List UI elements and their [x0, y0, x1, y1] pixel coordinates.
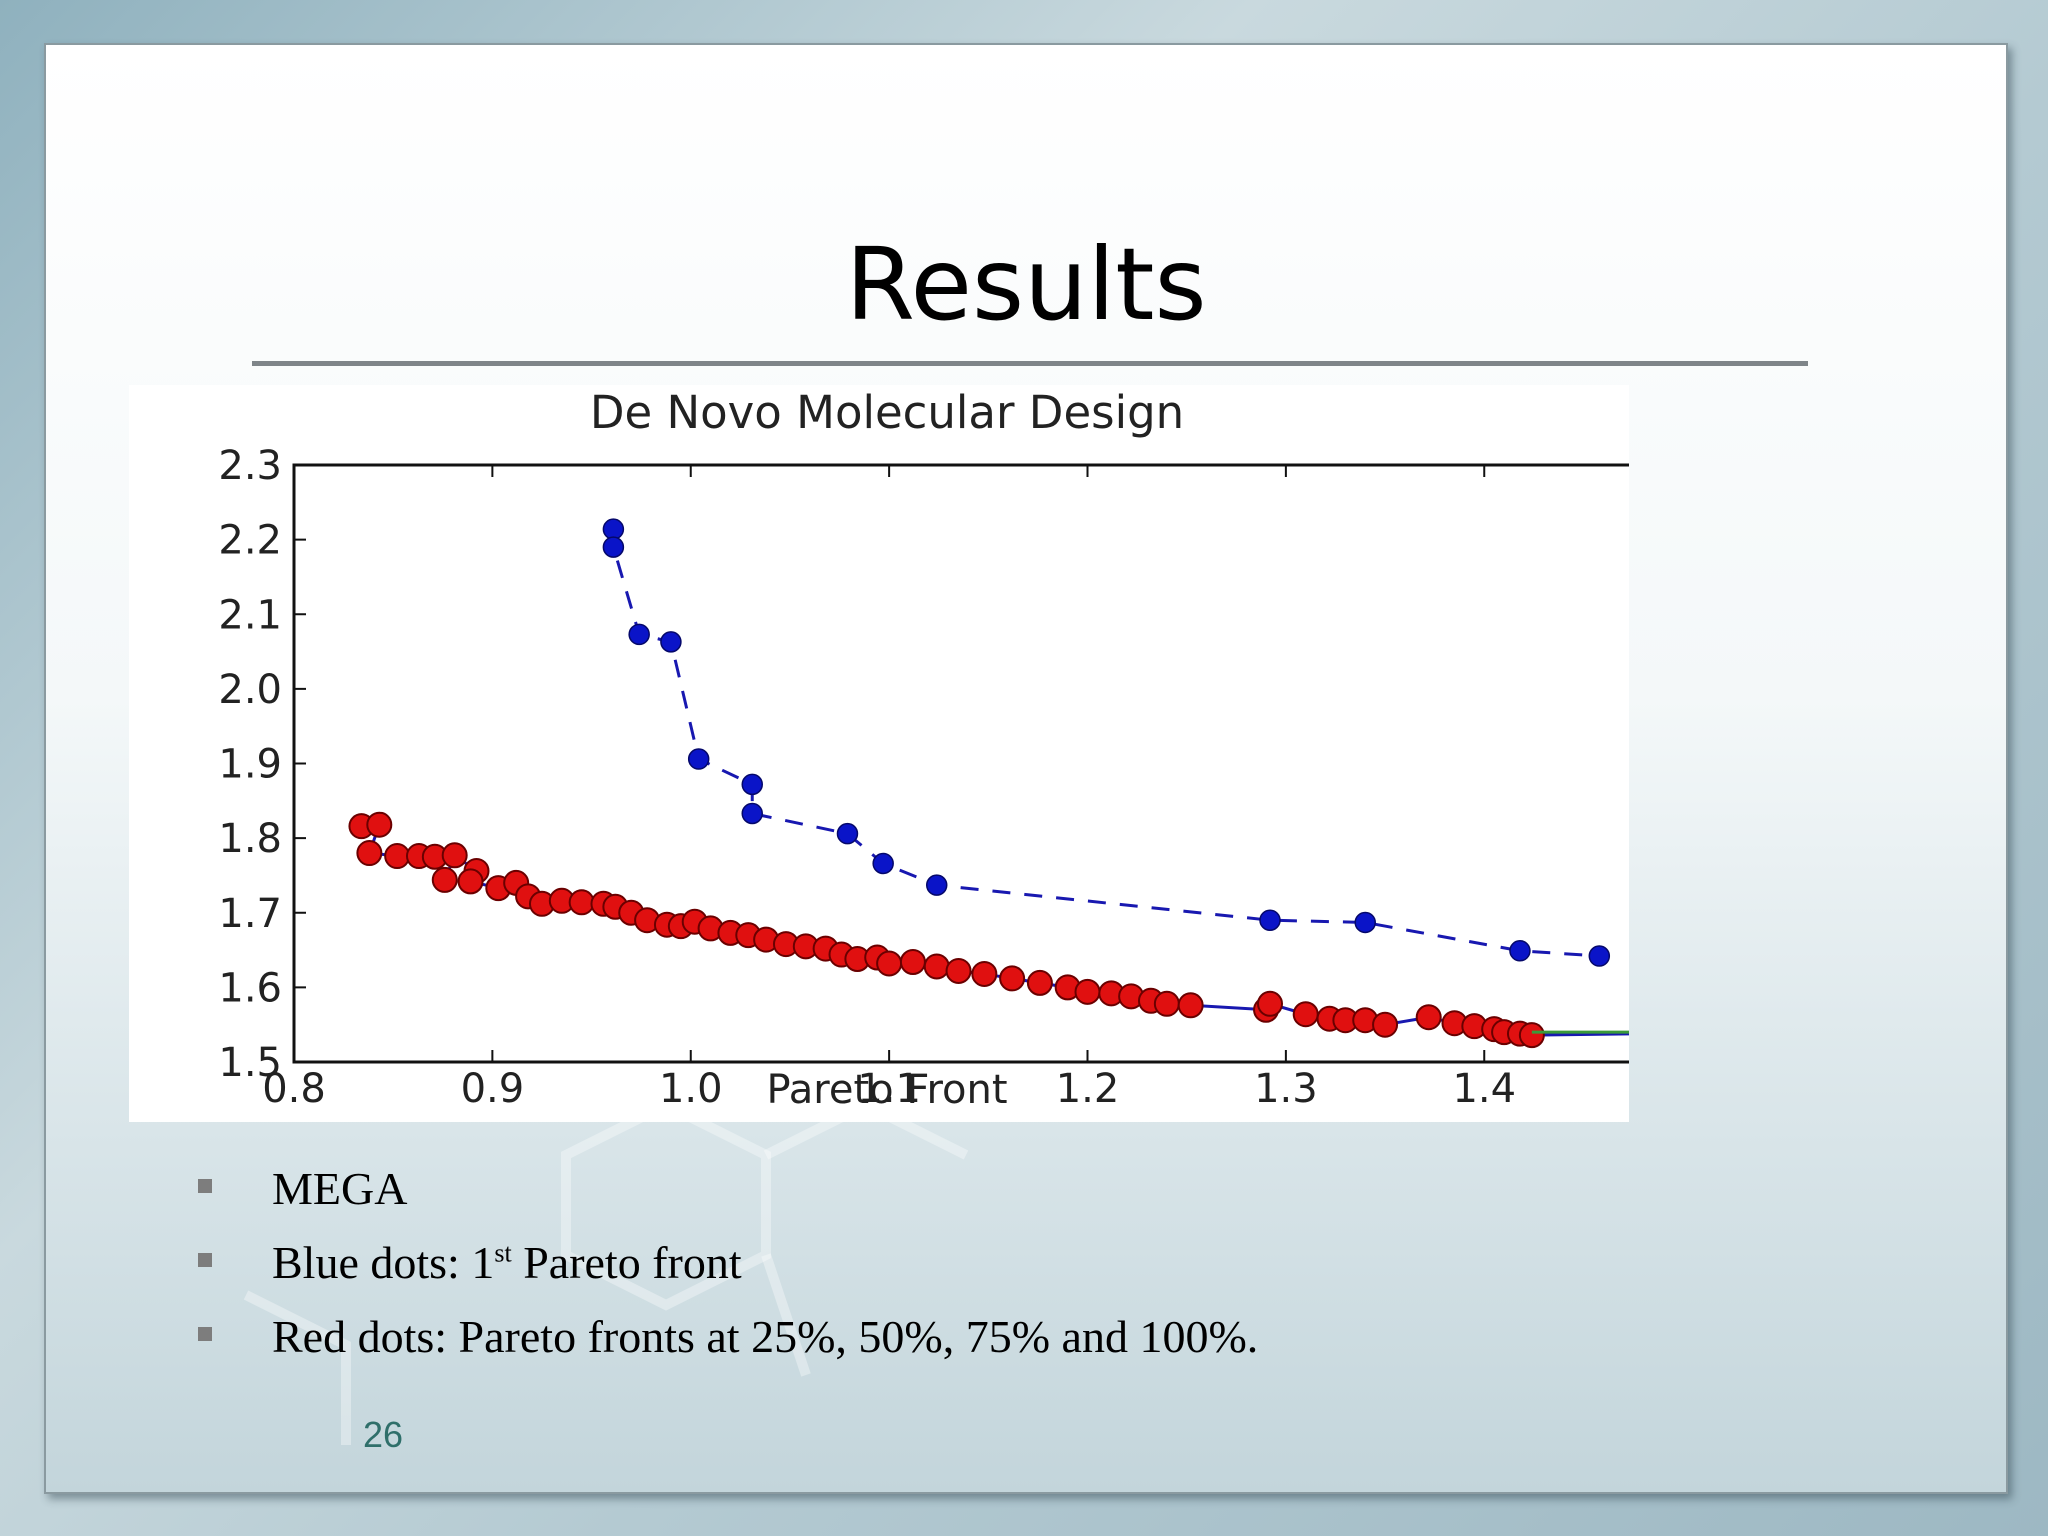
- bullet-square-icon: [198, 1179, 212, 1193]
- blue-series-point: [1509, 940, 1531, 962]
- x-tick-label: 1.4: [1452, 1066, 1516, 1112]
- x-axis-label: Pareto Front: [766, 1067, 1007, 1113]
- red-series-point: [1518, 1022, 1545, 1049]
- bullet-text-after: Pareto front: [511, 1237, 742, 1288]
- red-series-point: [457, 868, 484, 895]
- bullet-item: Blue dots: 1st Pareto front: [148, 1235, 1258, 1309]
- y-tick-label: 1.5: [218, 1040, 282, 1086]
- red-series-point: [899, 949, 926, 976]
- pareto-chart: 0.80.91.01.11.21.31.41.51.61.51.61.71.81…: [218, 386, 1629, 1113]
- red-series-point: [431, 866, 458, 893]
- blue-series-point: [925, 874, 948, 896]
- red-series-point: [923, 953, 950, 980]
- x-tick-label: 1.1: [857, 1066, 921, 1112]
- blue-series-point: [628, 623, 650, 646]
- blue-series-point: [602, 518, 625, 540]
- red-series-point: [1372, 1011, 1399, 1038]
- chart-title: De Novo Molecular Design: [590, 386, 1184, 439]
- bullet-text: MEGA: [272, 1163, 408, 1214]
- blue-series-point: [1259, 909, 1281, 931]
- y-tick-label: 1.6: [218, 965, 282, 1011]
- bullet-item: MEGA: [148, 1161, 1258, 1235]
- red-series-point: [971, 960, 998, 987]
- y-tick-label: 2.2: [218, 518, 282, 564]
- bullet-list: MEGA Blue dots: 1st Pareto front Red dots:…: [148, 1161, 1258, 1383]
- page-number: 26: [363, 1414, 404, 1455]
- bullet-square-icon: [198, 1327, 212, 1341]
- red-series-point: [366, 811, 393, 838]
- blue-series-point: [660, 631, 682, 653]
- y-tick-label: 1.7: [218, 891, 282, 937]
- slide-title: Results: [845, 226, 1207, 343]
- y-tick-label: 1.9: [218, 742, 282, 788]
- red-series-point: [356, 840, 383, 867]
- red-series-point: [568, 889, 595, 916]
- blue-series-point: [687, 748, 710, 770]
- blue-series-point: [741, 802, 763, 825]
- y-tick-label: 1.8: [218, 816, 282, 862]
- red-series-point: [1074, 978, 1101, 1005]
- x-tick-label: 1.3: [1254, 1066, 1318, 1112]
- y-tick-label: 2.0: [218, 667, 282, 713]
- blue-series-line: [611, 529, 1600, 958]
- blue-series-point: [741, 773, 763, 796]
- blue-series-point: [1354, 911, 1376, 934]
- red-series-point: [1257, 990, 1284, 1017]
- bullet-square-icon: [198, 1253, 212, 1267]
- red-series-point: [876, 950, 903, 977]
- x-tick-label: 0.8: [262, 1066, 326, 1112]
- background-molecule-pattern: [243, 1099, 969, 1445]
- bullet-text: Red dots: Pareto fronts at 25%, 50%, 75%…: [272, 1311, 1259, 1362]
- blue-series-point: [872, 852, 894, 875]
- x-tick-label: 1.0: [659, 1066, 723, 1112]
- red-series-point: [945, 957, 972, 984]
- slide: Results 0.80.91.01.11.21.31.41.51.61.51.…: [44, 43, 2008, 1494]
- bullet-text: Blue dots: 1: [272, 1237, 495, 1288]
- x-tick-label: 0.9: [461, 1066, 525, 1112]
- y-tick-label: 2.1: [218, 592, 282, 638]
- red-series-point: [384, 843, 411, 870]
- chart-panel: 0.80.91.01.11.21.31.41.51.61.51.61.71.81…: [129, 385, 1629, 1122]
- x-tick-label: 1.2: [1056, 1066, 1120, 1112]
- red-series-point: [1415, 1004, 1442, 1031]
- bullet-superscript: st: [494, 1238, 512, 1268]
- blue-series-point: [602, 536, 625, 558]
- bullet-item: Red dots: Pareto fronts at 25%, 50%, 75%…: [148, 1309, 1258, 1383]
- red-series-point: [999, 965, 1026, 992]
- title-divider: [252, 361, 1808, 366]
- red-series-point: [1177, 992, 1204, 1019]
- red-series-point: [1026, 969, 1053, 996]
- y-tick-label: 2.3: [218, 443, 282, 489]
- blue-series-point: [836, 822, 859, 845]
- red-series-point: [441, 842, 468, 869]
- red-series-point: [1153, 990, 1180, 1017]
- blue-series-point: [1588, 945, 1611, 967]
- red-series-point: [1292, 1001, 1319, 1028]
